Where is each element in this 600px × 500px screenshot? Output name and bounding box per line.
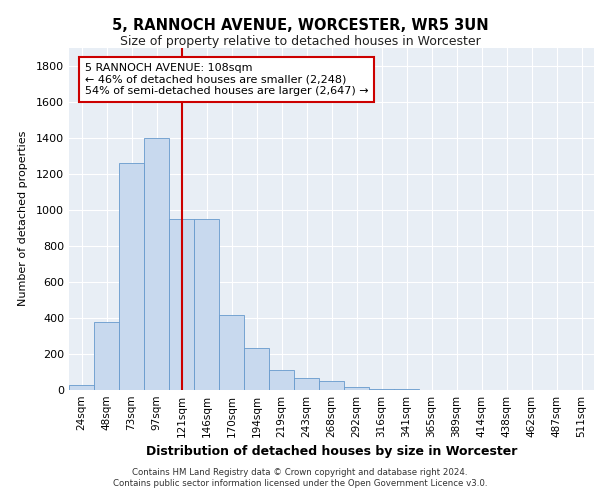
Bar: [319, 381, 344, 390]
Bar: [294, 378, 319, 390]
Bar: [244, 348, 269, 390]
Text: 5, RANNOCH AVENUE, WORCESTER, WR5 3UN: 5, RANNOCH AVENUE, WORCESTER, WR5 3UN: [112, 18, 488, 32]
Bar: [269, 370, 294, 390]
Bar: [169, 219, 194, 390]
Text: 5 RANNOCH AVENUE: 108sqm
← 46% of detached houses are smaller (2,248)
54% of sem: 5 RANNOCH AVENUE: 108sqm ← 46% of detach…: [85, 63, 368, 96]
Y-axis label: Number of detached properties: Number of detached properties: [17, 131, 28, 306]
Text: Contains HM Land Registry data © Crown copyright and database right 2024.
Contai: Contains HM Land Registry data © Crown c…: [113, 468, 487, 487]
Text: Size of property relative to detached houses in Worcester: Size of property relative to detached ho…: [119, 35, 481, 48]
Bar: [369, 388, 394, 390]
Bar: [344, 388, 369, 390]
X-axis label: Distribution of detached houses by size in Worcester: Distribution of detached houses by size …: [146, 446, 517, 458]
Bar: [144, 138, 169, 390]
Bar: [119, 163, 144, 390]
Bar: [94, 322, 119, 390]
Bar: [69, 386, 94, 390]
Bar: [219, 315, 244, 390]
Bar: [194, 219, 219, 390]
